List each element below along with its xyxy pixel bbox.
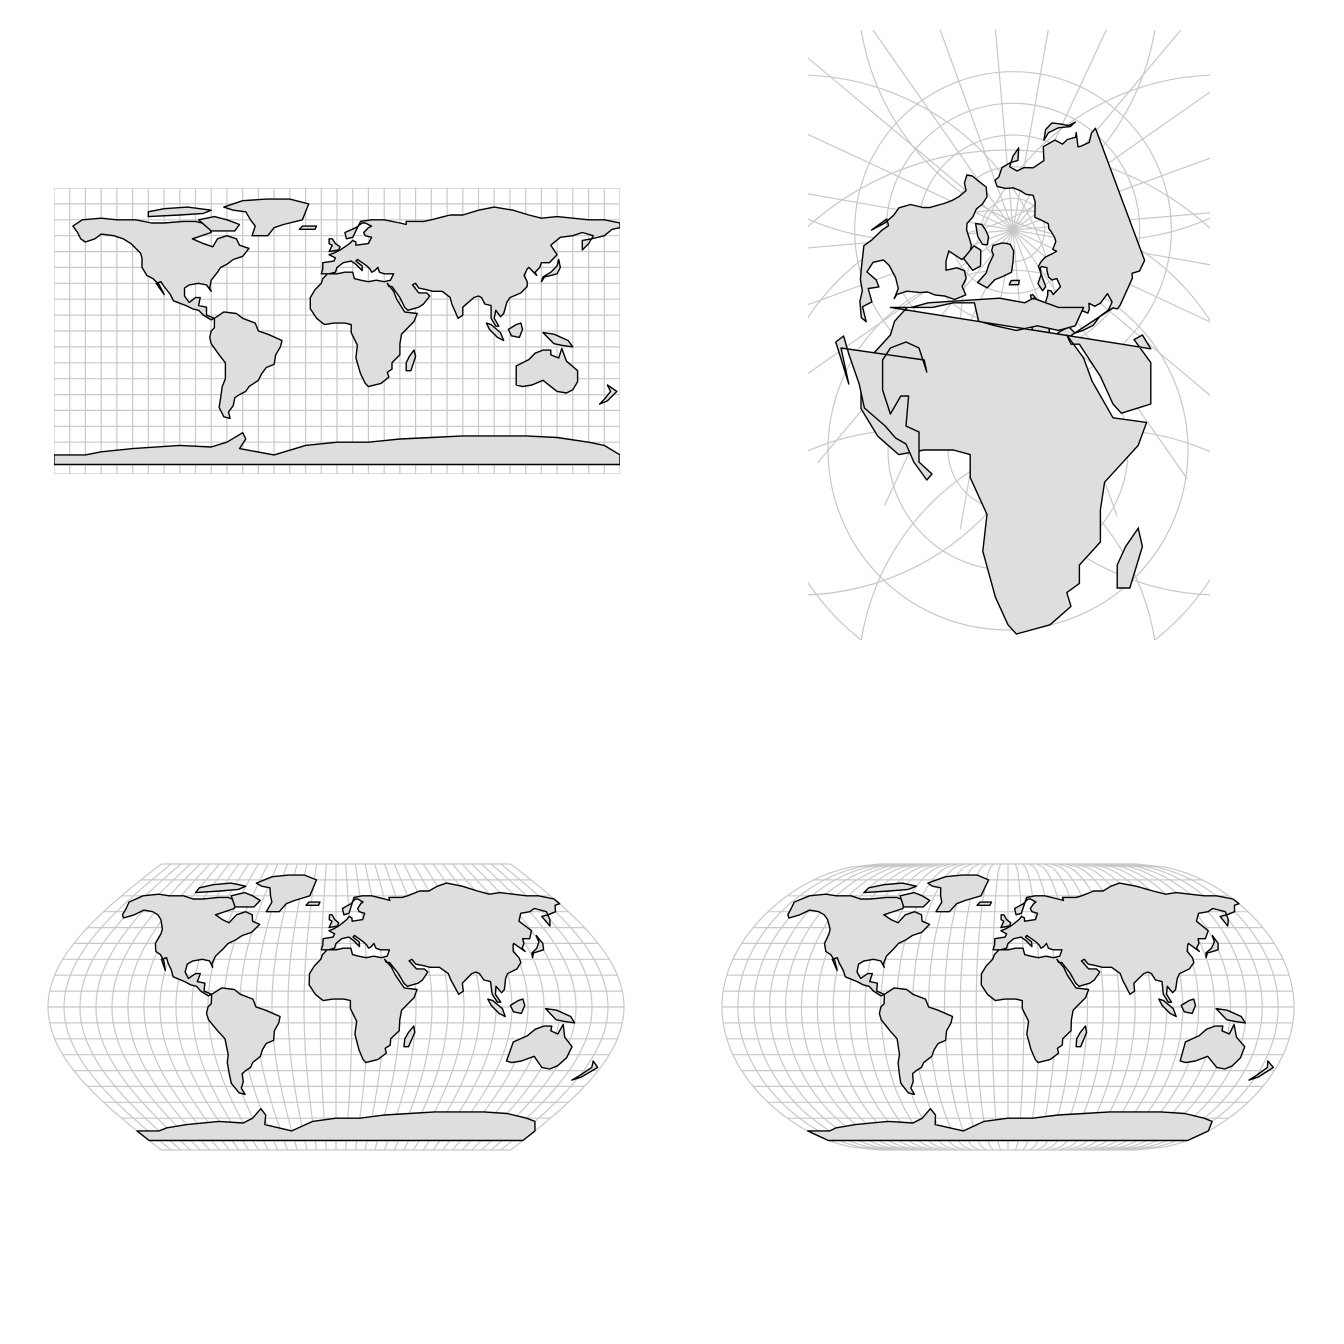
equirectangular-map	[54, 188, 620, 474]
polar-interrupted-land	[835, 121, 1152, 635]
landmass-australia	[505, 1023, 573, 1070]
landmass-iceland	[298, 225, 318, 230]
landmass-iceland	[976, 901, 993, 906]
landmass-baffin	[962, 245, 982, 271]
landmass-baffin	[197, 215, 241, 232]
landmass-eurasia	[994, 127, 1146, 366]
equirectangular-land	[54, 198, 620, 466]
landmass-baffin	[230, 891, 261, 908]
landmass-indonesia	[485, 322, 505, 342]
landmass-australia	[1179, 1023, 1246, 1070]
natural-earth-like-land	[121, 874, 599, 1142]
parallel-ring	[808, 209, 1210, 640]
landmass-arcticIslands	[974, 222, 990, 246]
landmass-southAmerica	[878, 987, 954, 1096]
landmass-australia	[515, 347, 579, 394]
landmass-southAmerica	[209, 311, 283, 420]
landmass-madagascar	[405, 349, 417, 372]
natural-earth-like-graticule	[47, 863, 625, 1151]
meridian-ray	[872, 30, 1014, 231]
landmass-arcticIslands	[147, 206, 212, 218]
landmass-northAmerica	[121, 893, 261, 997]
landmass-eurasiaAfrica	[309, 206, 620, 388]
landmass-africa	[860, 297, 1152, 635]
landmass-northAmerica	[72, 217, 250, 321]
eckert-like-map	[721, 863, 1295, 1151]
landmass-borneo	[1180, 998, 1197, 1015]
meridian-ray	[994, 30, 1014, 231]
map-panel-natural-earth-like	[46, 862, 626, 1152]
landmass-iceland	[305, 901, 321, 906]
landmass-newGuinea	[542, 331, 574, 348]
landmass-greenland	[255, 874, 318, 913]
landmass-japan	[1205, 934, 1219, 959]
landmass-uk	[328, 914, 340, 929]
landmass-iceland	[1008, 279, 1020, 286]
eckert-like-land	[787, 874, 1275, 1142]
landmass-southAmerica	[205, 987, 281, 1096]
landmass-antarctica	[54, 432, 620, 466]
landmass-eurasiaAfrica	[980, 882, 1240, 1064]
landmass-indonesia	[1158, 998, 1177, 1018]
landmass-madagascar	[1116, 526, 1144, 589]
landmass-newGuinea	[1215, 1007, 1246, 1024]
landmass-baffin	[899, 891, 931, 908]
landmass-nz	[571, 1060, 599, 1081]
landmass-greenland	[976, 242, 1015, 289]
landmass-antarctica	[136, 1108, 536, 1142]
landmass-uk	[328, 238, 341, 253]
landmass-nz	[1248, 1060, 1275, 1081]
landmass-northAmerica	[787, 893, 931, 997]
landmass-central-america	[835, 335, 933, 481]
landmass-greenland	[223, 198, 310, 237]
landmass-greenland	[927, 874, 990, 913]
landmass-eurasiaAfrica	[308, 882, 561, 1064]
landmass-arcticIslands	[194, 882, 247, 894]
landmass-uk	[1000, 914, 1012, 929]
parallel-ring	[808, 149, 1210, 230]
landmass-northAmerica	[859, 174, 988, 323]
natural-earth-like-map	[47, 863, 625, 1151]
landmass-japan	[531, 934, 545, 959]
landmass-arcticIslands	[863, 882, 918, 894]
landmass-madagascar	[403, 1025, 416, 1048]
landmass-newGuinea	[544, 1007, 576, 1024]
landmass-nz	[598, 384, 618, 405]
map-panel-equirectangular	[54, 188, 620, 474]
polar-interrupted-clip	[808, 30, 1210, 640]
polar-interrupted-map	[808, 30, 1210, 640]
map-panel-polar-interrupted	[808, 30, 1210, 640]
landmass-madagascar	[1075, 1025, 1088, 1048]
landmass-japan	[1043, 121, 1076, 141]
landmass-indonesia	[487, 998, 506, 1018]
map-panel-eckert-like	[720, 862, 1296, 1152]
landmass-antarctica	[806, 1108, 1213, 1142]
landmass-borneo	[507, 322, 524, 339]
landmass-borneo	[509, 998, 526, 1015]
landmass-japan	[540, 258, 561, 283]
